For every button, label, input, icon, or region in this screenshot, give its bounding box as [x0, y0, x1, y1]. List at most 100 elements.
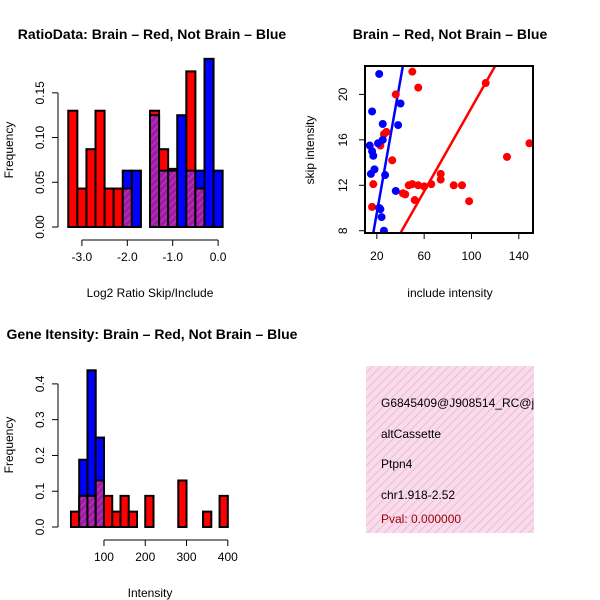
- intensity-histogram-panel: Gene Itensity: Brain – Red, Not Brain – …: [2, 326, 298, 600]
- bar: [218, 494, 229, 528]
- scatter-point: [465, 197, 474, 206]
- scatter-point: [368, 107, 377, 116]
- scatter-point: [481, 79, 490, 88]
- intensity-axes: 100 200 300 400 0.0 0.1 0.2 0.3 0.4: [33, 375, 238, 564]
- bar-overlap: [86, 494, 97, 528]
- x-tick-label: 300: [177, 550, 197, 564]
- bar-overlap: [94, 479, 105, 529]
- x-tick-label: -3.0: [72, 250, 93, 264]
- info-panel-background: [366, 366, 534, 533]
- ratio-bars: [67, 57, 224, 229]
- x-tick-label: 140: [509, 249, 529, 263]
- scatter-point: [410, 196, 419, 205]
- scatter-point: [376, 205, 385, 214]
- y-tick-label: 0.1: [33, 483, 47, 500]
- scatter-point: [388, 156, 397, 165]
- scatter-point: [420, 182, 429, 191]
- event-type: altCassette: [381, 427, 441, 441]
- bar: [76, 187, 88, 229]
- bar: [212, 169, 224, 228]
- bar: [127, 510, 138, 529]
- scatter-frame: [364, 65, 534, 234]
- bar: [176, 114, 188, 228]
- y-tick-label: 0.05: [33, 170, 47, 194]
- bar: [130, 169, 142, 228]
- scatter-point: [414, 83, 423, 92]
- scatter-point: [375, 69, 384, 78]
- bar: [203, 57, 215, 228]
- y-tick-label: 0.0: [33, 518, 47, 535]
- bar: [85, 148, 97, 228]
- ratio-histogram-panel: RatioData: Brain – Red, Not Brain – Blue…: [2, 26, 286, 300]
- scatter-point: [436, 175, 445, 184]
- ratio-axes: -3.0 -2.0 -1.0 0.0 0.00 0.05 0.10 0.15: [33, 81, 227, 264]
- x-tick-label: 60: [417, 249, 431, 263]
- bar-overlap: [167, 169, 179, 228]
- x-tick-label: 100: [94, 550, 114, 564]
- x-tick-label: -2.0: [117, 250, 138, 264]
- y-tick-label: 0.4: [33, 375, 47, 392]
- scatter-point: [427, 180, 436, 189]
- scatter-y-axis-label: skip intensity: [303, 116, 317, 185]
- scatter-title: Brain – Red, Not Brain – Blue: [353, 26, 548, 42]
- scatter-point: [401, 190, 410, 199]
- x-tick-label: 200: [135, 550, 155, 564]
- x-tick-label: 20: [370, 249, 384, 263]
- bar: [102, 494, 114, 528]
- probe-id: G6845409@J908514_RC@j_at: [381, 396, 551, 410]
- intensity-x-axis-label: Intensity: [128, 586, 173, 600]
- bar-overlap: [185, 169, 197, 228]
- x-tick-label: 0.0: [210, 250, 227, 264]
- y-tick-label: 0.3: [33, 411, 47, 428]
- scatter-point: [396, 99, 405, 108]
- scatter-point: [408, 67, 417, 76]
- y-tick-label: 12: [336, 178, 350, 192]
- y-tick-label: 0.10: [33, 126, 47, 150]
- ratio-x-axis-label: Log2 Ratio Skip/Include: [87, 286, 214, 300]
- scatter-x-axis-label: include intensity: [407, 286, 492, 300]
- scatter-point: [449, 181, 458, 190]
- x-tick-label: 100: [461, 249, 481, 263]
- bar-overlap: [149, 114, 161, 228]
- ratio-y-axis-label: Frequency: [2, 122, 16, 179]
- y-tick-label: 8: [336, 227, 350, 234]
- bar: [94, 109, 106, 228]
- scatter-axes: 20 60 100 140 8 12 16 20: [336, 87, 529, 263]
- scatter-point: [382, 127, 391, 136]
- scatter-point: [458, 181, 467, 190]
- x-tick-label: 400: [218, 550, 238, 564]
- y-tick-label: 0.2: [33, 447, 47, 464]
- scatter-point: [391, 90, 400, 99]
- y-tick-label: 0.00: [33, 215, 47, 239]
- bar: [67, 109, 79, 228]
- bar-overlap: [78, 494, 89, 528]
- bar: [119, 494, 130, 528]
- scatter-point: [502, 152, 511, 161]
- p-value: Pval: 0.000000: [381, 512, 461, 526]
- bar: [177, 479, 188, 529]
- scatter-point: [394, 121, 403, 130]
- y-tick-label: 20: [336, 87, 350, 101]
- scatter-point: [381, 171, 390, 180]
- bar: [103, 187, 115, 229]
- scatter-point: [369, 180, 378, 189]
- bar-overlap: [121, 187, 133, 229]
- intensity-y-axis-label: Frequency: [2, 417, 16, 474]
- scatter-point: [408, 180, 417, 189]
- x-tick-label: -1.0: [162, 250, 183, 264]
- ratio-histogram-title: RatioData: Brain – Red, Not Brain – Blue: [18, 26, 287, 42]
- y-tick-label: 0.15: [33, 81, 47, 105]
- y-tick-label: 16: [336, 133, 350, 147]
- scatter-point: [379, 226, 388, 233]
- intensity-histogram-title: Gene Itensity: Brain – Red, Not Brain – …: [7, 326, 298, 342]
- scatter-point: [378, 119, 387, 128]
- bar: [111, 510, 122, 529]
- bar: [202, 510, 213, 529]
- scatter-point: [368, 202, 377, 211]
- scatter-point: [369, 151, 378, 160]
- scatter-panel: Brain – Red, Not Brain – Blue 20 60 100 140…: [303, 26, 547, 300]
- bar-overlap: [194, 187, 206, 229]
- scatter-point: [374, 139, 383, 148]
- scatter-point: [414, 181, 423, 190]
